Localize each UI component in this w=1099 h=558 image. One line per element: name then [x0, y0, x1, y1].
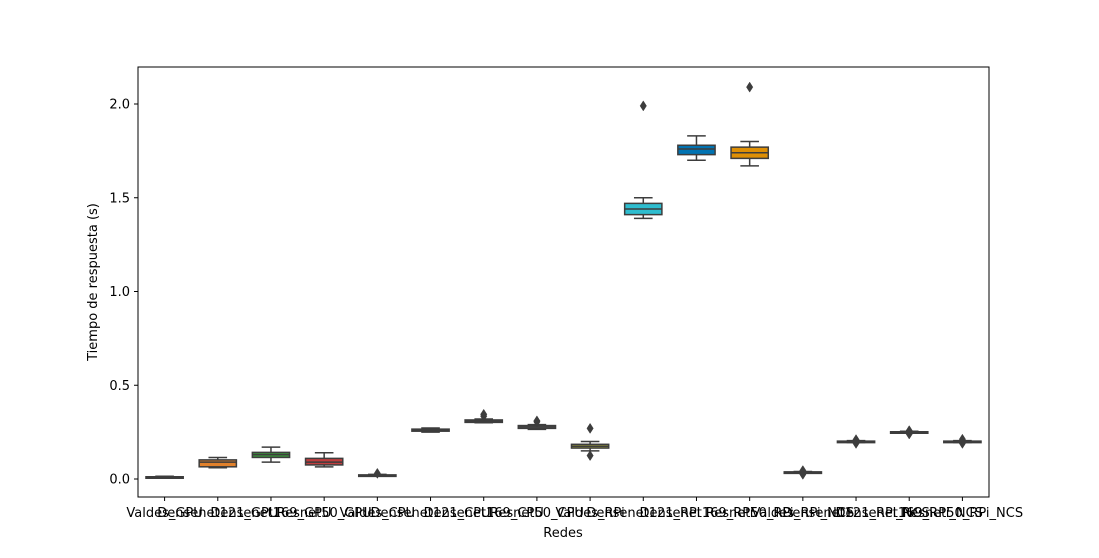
x-axis-label: Redes — [543, 526, 583, 541]
outlier-point — [746, 81, 754, 93]
outlier-point — [480, 408, 488, 420]
y-tick-label: 1.5 — [109, 191, 130, 206]
outlier-point — [852, 434, 860, 446]
box-Densenet121_GPU — [198, 456, 238, 469]
box-Densenet169_CPU — [464, 408, 504, 424]
box-Densenet121_RPi_NCS — [836, 434, 876, 449]
outlier-point — [639, 100, 647, 112]
box-Densenet169_RPi — [677, 135, 716, 161]
outlier-point — [533, 415, 541, 427]
box-Valdes_RPi_NCS — [783, 465, 823, 480]
box-Resnet50_CPU — [517, 415, 557, 431]
outlier-point — [905, 425, 913, 437]
x-tick-label: Valdes_RPi — [556, 506, 625, 521]
x-tick-label: Densenet121_RPi_NCS — [782, 506, 929, 521]
x-tick-label: Densenet169_CPU — [424, 506, 544, 521]
outlier-point — [586, 422, 594, 434]
x-tick-label: Densenet121_RPi — [586, 506, 700, 521]
plot-frame — [137, 66, 990, 498]
x-axis: Valdes_GPUDensenet121_GPUDensenet169_GPU… — [126, 497, 1023, 521]
x-tick-label: Densenet121_GPU — [157, 506, 278, 521]
box-Resnet50_GPU — [304, 452, 344, 468]
box-Valdes_CPU — [357, 467, 397, 479]
x-tick-label: Resnet50_RPi — [706, 506, 794, 521]
box-Densenet121_CPU — [411, 427, 450, 433]
x-tick-label: Resnet50_GPU — [277, 506, 372, 521]
y-tick-label: 0.5 — [109, 379, 130, 394]
box-Valdes_RPi — [570, 422, 610, 462]
x-tick-label: Densenet169_RPi_NCS — [836, 506, 983, 521]
outlier-point — [373, 467, 381, 479]
box-Valdes_GPU — [145, 475, 184, 479]
y-axis: 0.0 0.5 1.0 1.5 2.0 — [109, 98, 138, 488]
box-Densenet169_GPU — [251, 446, 291, 463]
y-tick-label: 1.0 — [109, 285, 130, 300]
x-tick-label: Resnet50_CPU — [490, 506, 584, 521]
box-iqr — [198, 459, 238, 468]
box-Resnet50_RPi_NCS — [943, 433, 982, 449]
box-Densenet121_RPi — [623, 100, 663, 220]
x-tick-label: Densenet169_GPU — [210, 506, 331, 521]
x-tick-label: Valdes_RPi_NCS — [751, 506, 854, 521]
box-Resnet50_RPi — [730, 81, 770, 167]
box-Densenet169_RPi_NCS — [889, 425, 929, 440]
x-tick-label: Densenet169_RPi — [640, 506, 754, 521]
y-axis-label: Tiempo de respuesta (s) — [86, 203, 101, 362]
x-tick-label: Valdes_GPU — [126, 506, 202, 521]
outlier-point — [958, 433, 966, 445]
x-tick-label: Valdes_CPU — [340, 506, 415, 521]
box-iqr — [677, 144, 716, 156]
y-tick-label: 0.0 — [109, 473, 130, 488]
outlier-point — [586, 450, 594, 462]
boxes-layer — [145, 81, 982, 480]
x-tick-label: Resnet50_RPi_NCS — [902, 506, 1023, 521]
x-tick-label: Densenet121_CPU — [370, 506, 490, 521]
y-tick-label: 2.0 — [109, 98, 130, 113]
outlier-point — [799, 465, 807, 477]
